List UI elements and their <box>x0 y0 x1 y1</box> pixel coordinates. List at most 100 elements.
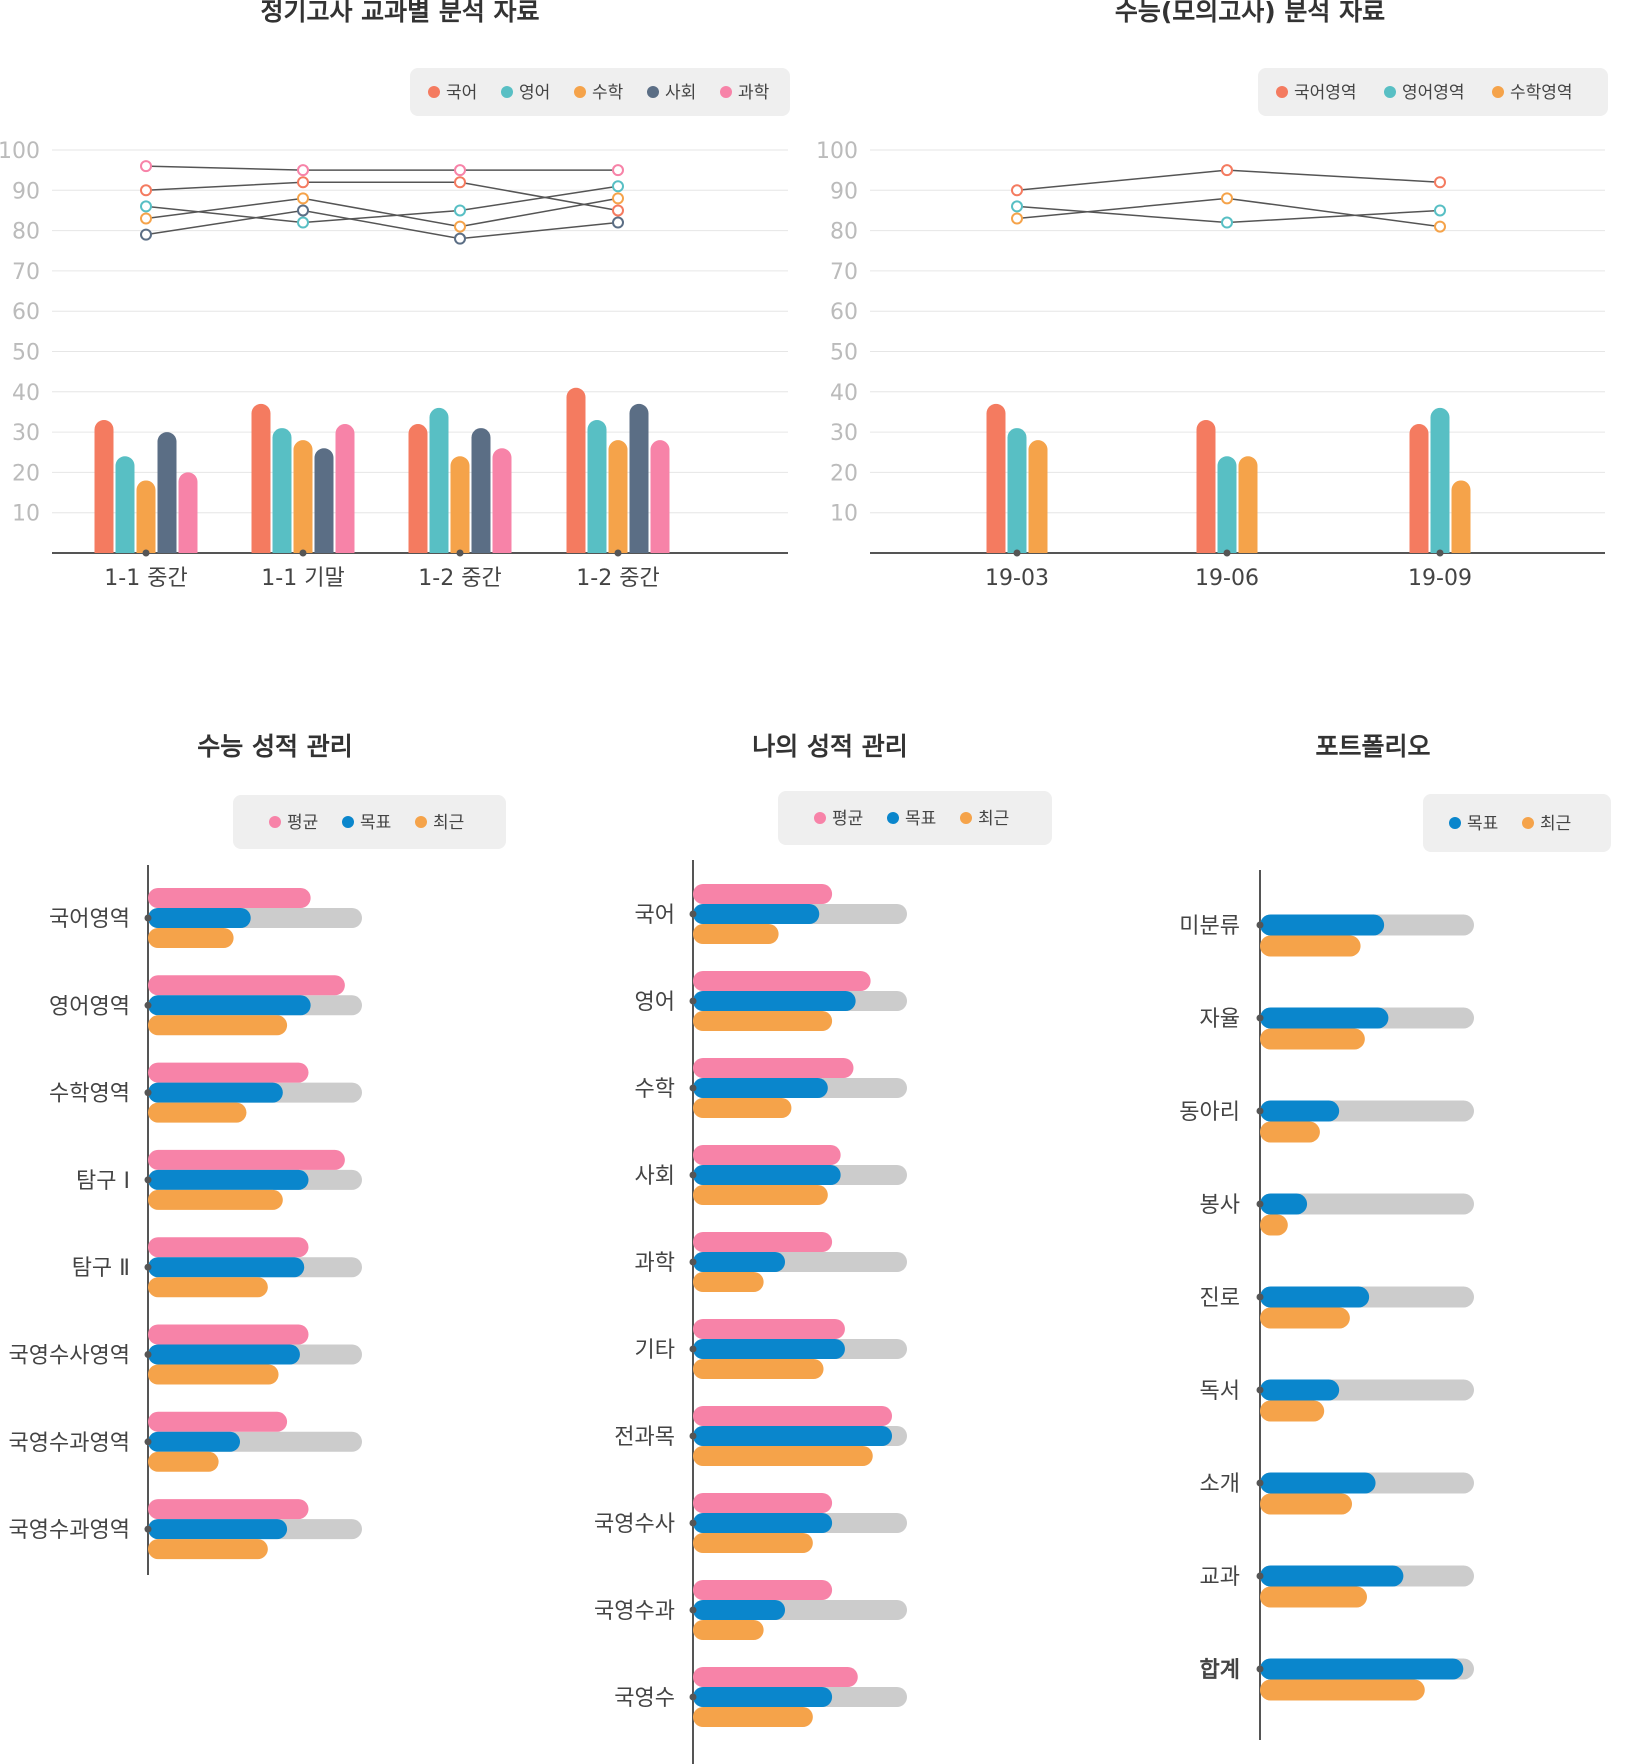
school-exam-bar <box>566 387 586 553</box>
csat-score-category-label: 국영수과영역 <box>9 1431 130 1456</box>
my-score-category-label: 수학 <box>635 1077 675 1102</box>
mock-exam-legend-label: 수학영역 <box>1510 83 1573 103</box>
csat-score-bar <box>148 1451 219 1472</box>
school-exam-bar <box>94 420 114 553</box>
school-exam-bar <box>608 440 628 553</box>
mock-exam-legend-dot <box>1384 86 1396 98</box>
csat-score-category-label: 국영수과영역 <box>9 1518 130 1543</box>
csat-score-legend-dot <box>415 816 427 828</box>
my-score-legend-dot <box>887 812 899 824</box>
portfolio-legend-dot <box>1522 817 1534 829</box>
school-exam-ytick: 10 <box>12 502 40 527</box>
csat-score-bar <box>148 1189 283 1210</box>
my-score-bar <box>693 1426 893 1446</box>
my-score-legend-dot <box>960 812 972 824</box>
portfolio-bar <box>1260 935 1361 957</box>
school-exam-ytick: 80 <box>12 220 40 245</box>
school-exam-bar <box>429 407 449 553</box>
school-exam-ytick: 20 <box>12 461 40 486</box>
school-exam-legend-box <box>410 68 790 116</box>
csat-score-bar <box>148 1324 309 1345</box>
csat-score-legend-dot <box>269 816 281 828</box>
csat-score-y-marker <box>144 1438 152 1446</box>
mock-exam-bar <box>1217 456 1237 553</box>
mock-exam-ytick: 10 <box>830 502 858 527</box>
portfolio-category-label: 교과 <box>1200 1565 1240 1590</box>
my-score-y-marker <box>689 1606 697 1614</box>
portfolio-category-label: 자율 <box>1200 1007 1240 1032</box>
school-exam-point <box>454 232 466 245</box>
school-exam-point <box>140 228 152 241</box>
csat-score-y-marker <box>144 1351 152 1358</box>
csat-score-bar <box>148 1237 309 1258</box>
my-score-bar <box>693 1232 833 1252</box>
csat-score-bar <box>148 1411 288 1432</box>
mock-exam-point <box>1434 204 1446 217</box>
my-score-legend-box <box>778 791 1052 845</box>
mock-exam-point <box>1434 176 1446 189</box>
school-exam-xtick: 1-1 기말 <box>261 566 344 591</box>
school-exam-legend-dot <box>428 86 440 98</box>
school-exam-point <box>454 176 466 189</box>
school-exam-legend-label: 영어 <box>519 83 550 103</box>
school-exam-bar <box>251 403 271 553</box>
my-score-bar <box>693 1145 841 1165</box>
portfolio-bar <box>1260 1472 1376 1494</box>
my-score-bar <box>693 1707 813 1727</box>
csat-score-legend-label: 평균 <box>287 813 318 833</box>
my-score-bar <box>693 1058 854 1078</box>
mock-exam-ytick: 70 <box>830 260 858 285</box>
my-score-category-label: 전과목 <box>614 1425 675 1450</box>
school-exam-xtick: 1-2 중간 <box>576 566 659 591</box>
school-exam-legend-dot <box>501 86 513 98</box>
mock-exam-point <box>1221 164 1233 177</box>
csat-score-bar <box>148 1257 305 1278</box>
my-score-y-marker <box>689 1519 697 1527</box>
portfolio-category-label: 진로 <box>1200 1286 1240 1311</box>
mock-exam-bar <box>1451 480 1471 553</box>
mock-exam-bar <box>986 403 1006 553</box>
school-exam-point <box>140 212 152 225</box>
my-score-y-marker <box>689 1258 697 1266</box>
csat-score-bar <box>148 1344 300 1365</box>
chart-mock-exam: 수능(모의고사) 분석 자료 국어영역 영어영역 수학영역 10 20 30 40 50 60 70… <box>810 0 1628 620</box>
mock-exam-ytick: 30 <box>830 421 858 446</box>
my-score-category-label: 과학 <box>635 1251 675 1276</box>
csat-score-y-marker <box>144 1001 152 1009</box>
csat-score-legend-dot <box>342 816 354 828</box>
my-score-bar <box>693 1272 764 1292</box>
school-exam-line <box>145 165 618 171</box>
my-score-category-label: 국어 <box>635 903 675 928</box>
portfolio-title: 포트폴리오 <box>1315 732 1430 761</box>
portfolio-bar <box>1260 1658 1464 1680</box>
my-score-y-marker <box>689 910 697 918</box>
school-exam-legend-dot <box>647 86 659 98</box>
school-exam-point <box>454 164 466 177</box>
portfolio-bar <box>1260 1400 1325 1422</box>
school-exam-point <box>454 204 466 217</box>
portfolio-category-label: 미분류 <box>1179 914 1240 939</box>
school-exam-x-marker <box>456 549 464 557</box>
csat-score-category-label: 수학영역 <box>49 1082 130 1107</box>
csat-score-y-marker <box>144 1525 152 1533</box>
portfolio-category-label: 소개 <box>1200 1472 1240 1497</box>
portfolio-y-marker <box>1256 1200 1264 1208</box>
mock-exam-bar <box>1007 428 1027 553</box>
my-score-bar <box>693 884 833 904</box>
portfolio-track <box>1260 1193 1474 1215</box>
my-score-bar <box>693 1600 786 1620</box>
portfolio-bar <box>1260 1565 1404 1587</box>
my-score-bar <box>693 1319 845 1339</box>
mock-exam-legend-dot <box>1276 86 1288 98</box>
school-exam-point <box>297 192 309 205</box>
school-exam-xtick: 1-2 중간 <box>418 566 501 591</box>
my-score-bar <box>693 1493 833 1513</box>
mock-exam-legend-box <box>1258 68 1608 116</box>
my-score-bar <box>693 1011 833 1031</box>
mock-exam-legend-label: 국어영역 <box>1294 83 1357 103</box>
my-score-bar <box>693 1687 833 1707</box>
my-score-bar <box>693 1533 813 1553</box>
my-score-bar <box>693 1513 833 1533</box>
